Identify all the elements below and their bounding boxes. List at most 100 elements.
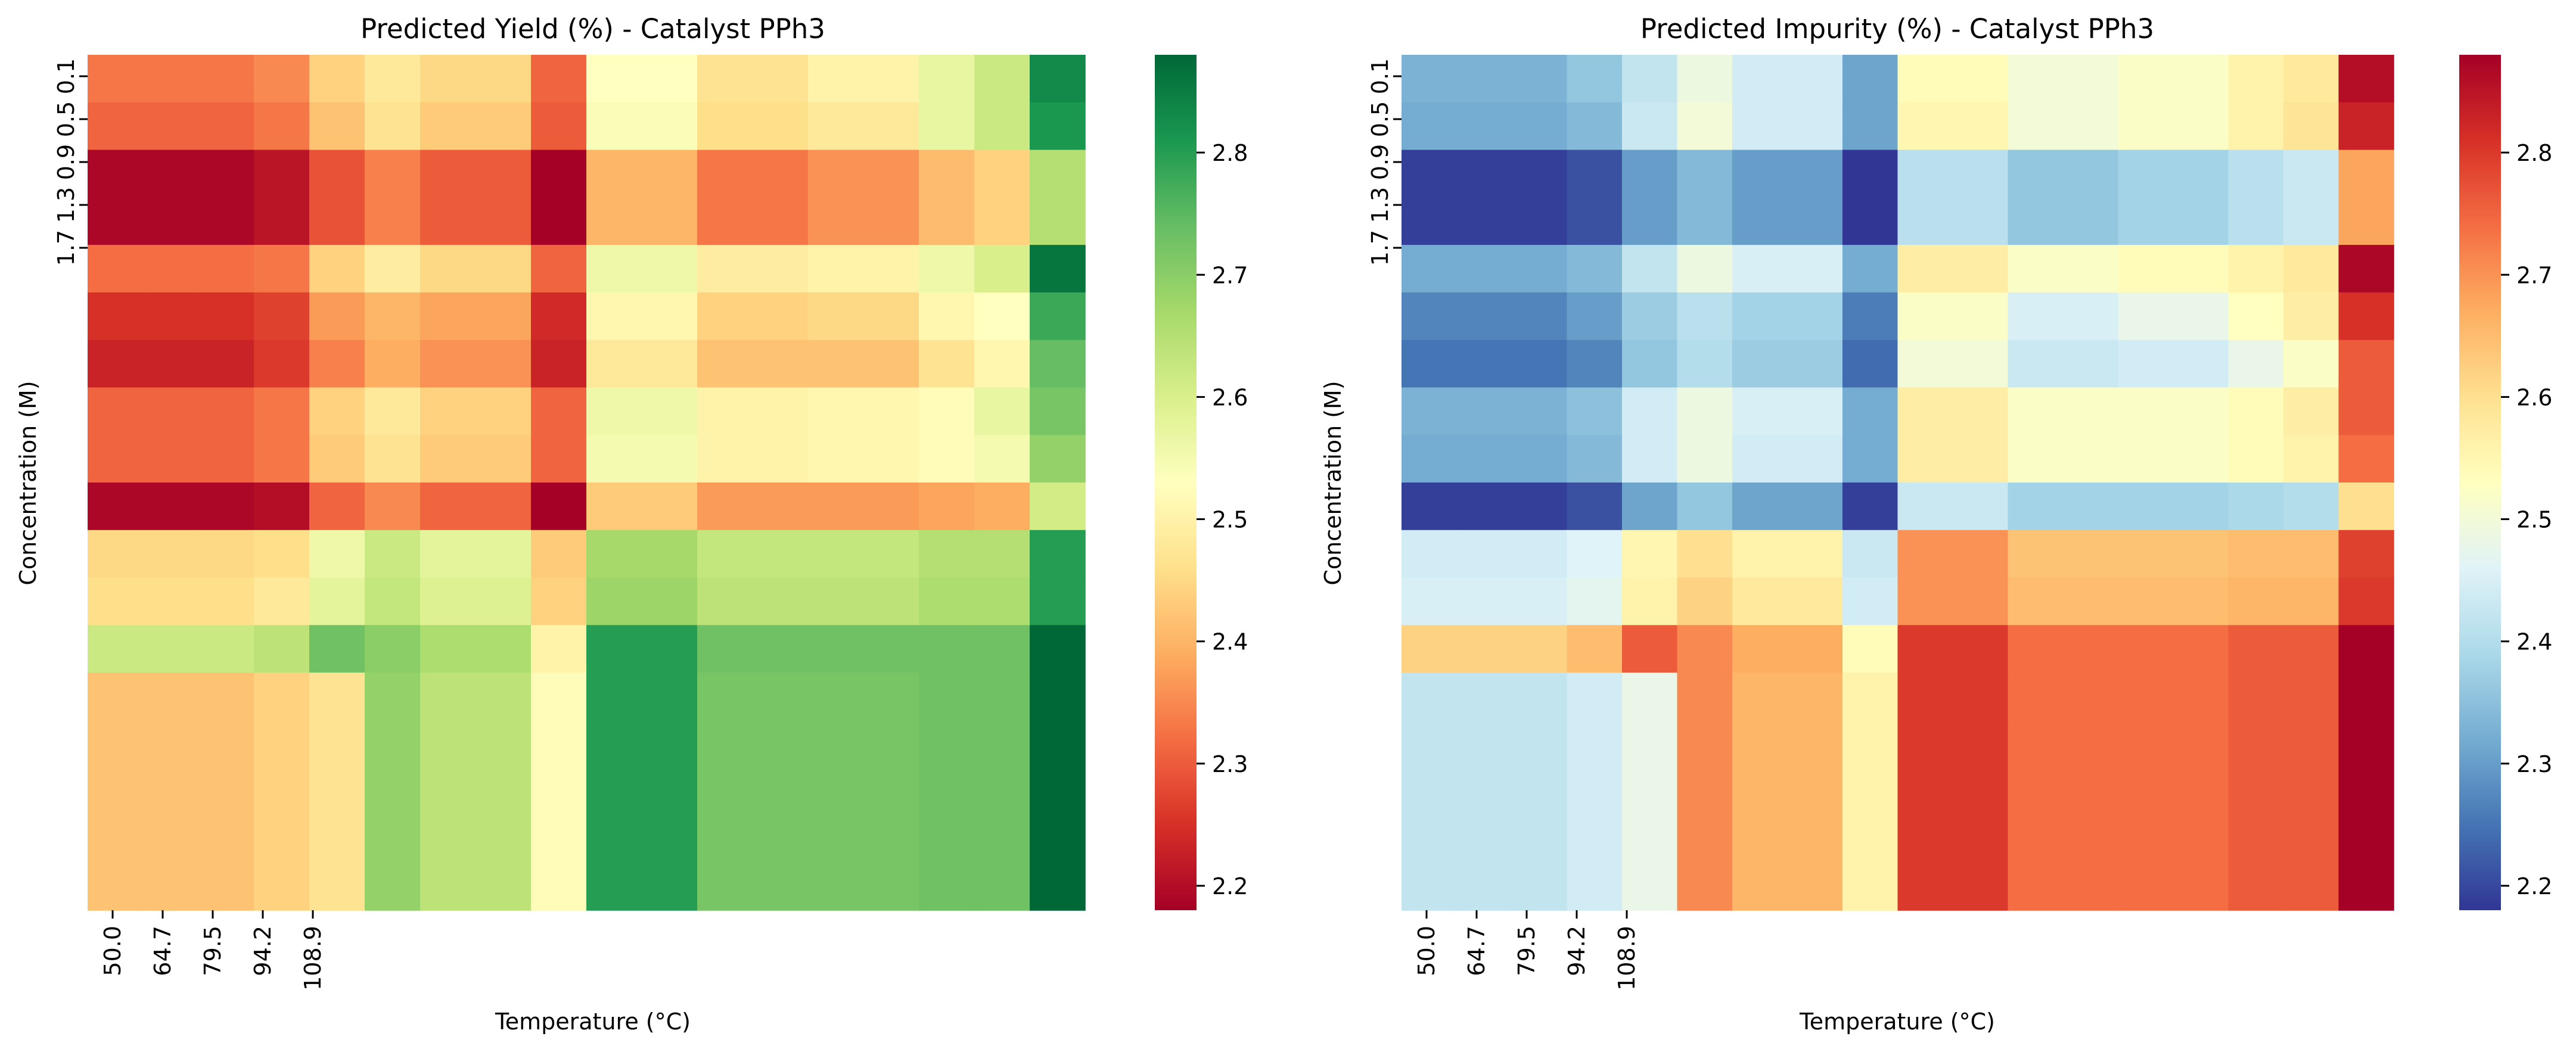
heatmap-cell: [1456, 387, 1512, 436]
heatmap-cell: [198, 577, 254, 626]
heatmap-cell: [1456, 625, 1512, 673]
heatmap-cell: [420, 292, 532, 341]
heatmap-cell: [2338, 483, 2394, 531]
heatmap-cell: [1456, 340, 1512, 388]
heatmap-cell: [420, 340, 532, 388]
heatmap-cell: [1456, 435, 1512, 483]
heatmap-cell: [143, 292, 199, 341]
heatmap-cell: [2228, 530, 2284, 578]
heatmap-cell: [254, 245, 310, 293]
heatmap-cell: [1512, 340, 1568, 388]
heatmap-cell: [420, 435, 532, 483]
heatmap-cell: [1622, 673, 1678, 721]
heatmap-cell: [198, 483, 254, 531]
heatmap-cell: [1402, 720, 1458, 911]
x-tick-label: 108.9: [1614, 926, 1640, 991]
heatmap-cell: [531, 625, 587, 673]
heatmap-cell: [2118, 577, 2229, 626]
colorbar-tick-label: 2.2: [2516, 873, 2552, 900]
heatmap-cell: [1456, 577, 1512, 626]
colorbar-tick-label: 2.2: [1212, 873, 1248, 900]
heatmap-cell: [1842, 245, 1898, 293]
heatmap-cell: [143, 435, 199, 483]
heatmap-cell: [2008, 530, 2119, 578]
yield-colorbar-gradient: [1155, 55, 1197, 910]
heatmap-cell: [1512, 673, 1568, 721]
heatmap-cell: [1567, 673, 1623, 721]
heatmap-cell: [808, 292, 919, 341]
heatmap-cell: [198, 292, 254, 341]
heatmap-cell: [808, 673, 919, 721]
heatmap-cell: [2008, 387, 2119, 436]
heatmap-cell: [309, 292, 365, 341]
heatmap-cell: [1897, 292, 2009, 341]
heatmap-cell: [420, 55, 532, 103]
heatmap-cell: [974, 387, 1030, 436]
heatmap-cell: [1842, 387, 1898, 436]
heatmap-cell: [365, 387, 421, 436]
heatmap-cell: [808, 150, 919, 245]
heatmap-cell: [1677, 292, 1733, 341]
heatmap-cell: [1622, 340, 1678, 388]
heatmap-cell: [88, 625, 144, 673]
heatmap-cell: [531, 102, 587, 151]
heatmap-cell: [1842, 673, 1898, 721]
heatmap-cell: [1512, 530, 1568, 578]
heatmap-cell: [1677, 55, 1733, 103]
heatmap-cell: [420, 102, 532, 151]
heatmap-cell: [198, 673, 254, 721]
heatmap-cell: [2118, 625, 2229, 673]
heatmap-cell: [1732, 150, 1843, 245]
heatmap-cell: [2228, 55, 2284, 103]
heatmap-cell: [1732, 625, 1843, 673]
heatmap-cell: [309, 150, 365, 245]
heatmap-cell: [1512, 150, 1568, 245]
heatmap-cell: [365, 102, 421, 151]
heatmap-cell: [974, 102, 1030, 151]
heatmap-cell: [2008, 625, 2119, 673]
heatmap-cell: [2118, 483, 2229, 531]
heatmap-cell: [1732, 435, 1843, 483]
heatmap-cell: [143, 577, 199, 626]
impurity-chart-title: Predicted Impurity (%) - Catalyst PPh3: [1640, 13, 2154, 45]
heatmap-cell: [697, 292, 809, 341]
heatmap-cell: [1622, 483, 1678, 531]
heatmap-cell: [531, 340, 587, 388]
heatmap-cell: [1677, 720, 1733, 911]
heatmap-cell: [1897, 720, 2009, 911]
heatmap-cell: [919, 673, 975, 721]
heatmap-cell: [1897, 150, 2009, 245]
heatmap-cell: [2338, 435, 2394, 483]
heatmap-cell: [2283, 340, 2339, 388]
heatmap-cell: [1030, 340, 1086, 388]
heatmap-cell: [198, 150, 254, 245]
heatmap-cell: [1030, 292, 1086, 341]
heatmap-cell: [1512, 292, 1568, 341]
heatmap-cell: [254, 720, 310, 911]
heatmap-cell: [1402, 102, 1458, 151]
heatmap-cell: [143, 150, 199, 245]
yield-colorbar-ticks: 2.2 2.3 2.4 2.5 2.6 2.7 2.8: [1197, 140, 1248, 900]
heatmap-cell: [2118, 673, 2229, 721]
heatmap-cell: [974, 292, 1030, 341]
yield-chart-title: Predicted Yield (%) - Catalyst PPh3: [361, 13, 825, 45]
heatmap-cell: [2283, 55, 2339, 103]
heatmap-cell: [2283, 530, 2339, 578]
heatmap-cell: [974, 673, 1030, 721]
colorbar-tick-label: 2.8: [2516, 140, 2552, 166]
heatmap-cell: [254, 292, 310, 341]
heatmap-cell: [531, 435, 587, 483]
heatmap-cell: [365, 577, 421, 626]
heatmap-cell: [309, 577, 365, 626]
heatmap-cell: [919, 292, 975, 341]
heatmap-cell: [2118, 55, 2229, 103]
heatmap-cell: [531, 245, 587, 293]
heatmap-cell: [919, 387, 975, 436]
heatmap-cell: [808, 530, 919, 578]
colorbar-tick-label: 2.7: [1212, 262, 1248, 288]
heatmap-cell: [2338, 102, 2394, 151]
heatmap-cell: [586, 102, 698, 151]
y-tick-label: 1.3: [1367, 187, 1393, 223]
heatmap-cell: [1622, 245, 1678, 293]
